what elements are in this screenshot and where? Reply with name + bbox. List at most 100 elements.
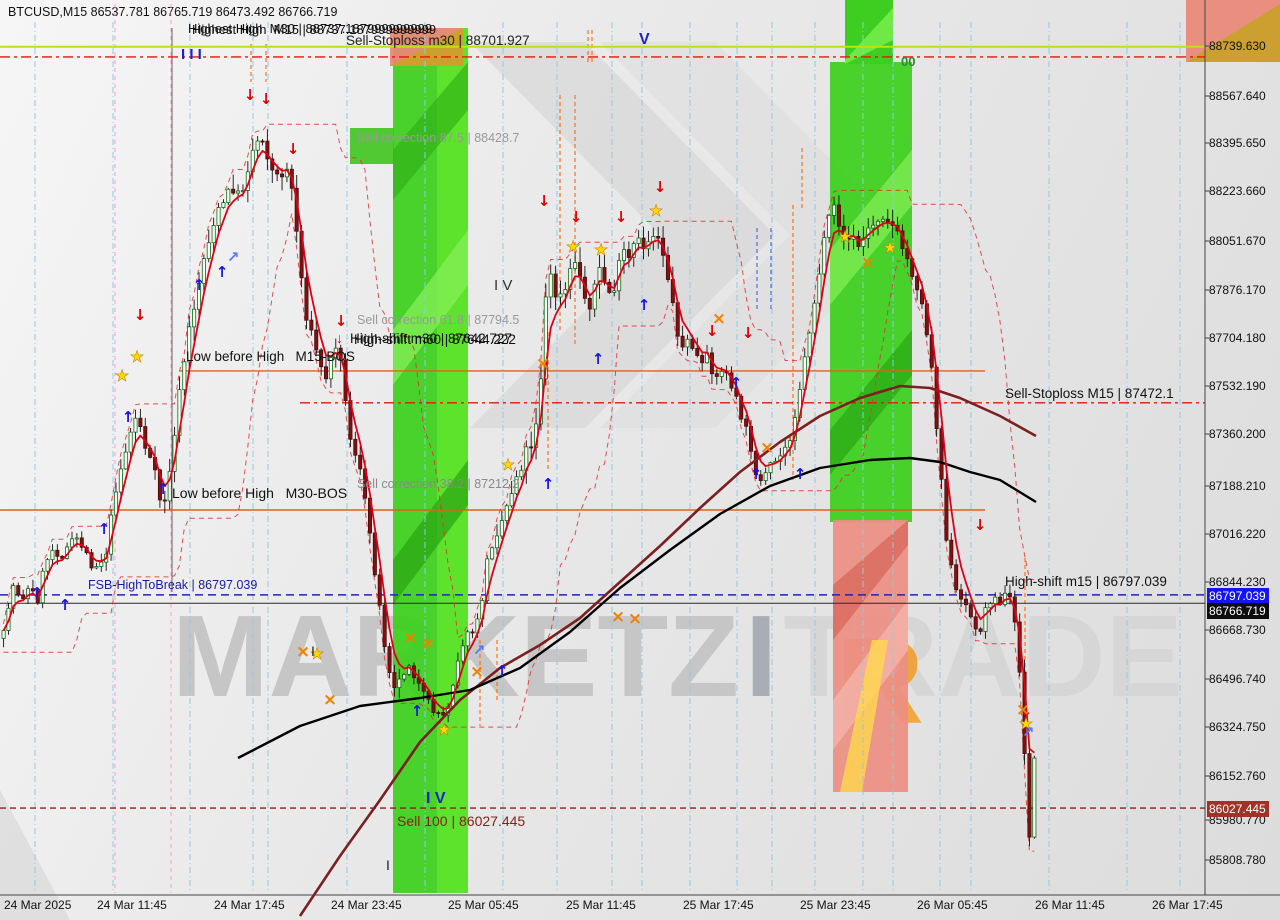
candle [280,173,285,178]
candle [221,202,226,208]
zone-stripe [393,460,468,605]
candle [685,338,690,348]
candle [265,140,270,160]
candle [827,214,832,238]
candle [753,450,758,476]
candle [656,236,661,239]
candle [856,235,861,247]
candle [514,476,519,495]
candle [876,220,881,226]
candle [626,249,631,258]
candle [187,326,192,363]
star-icon: ★ [115,366,129,385]
cross-icon: × [712,309,726,329]
candle [353,438,358,456]
candle [319,349,324,368]
candle [94,566,99,569]
zone-stripe [1186,4,1280,62]
candle [944,478,949,541]
candle [30,588,35,592]
candle [377,574,382,606]
candle [621,249,626,261]
sell-arrow-icon: ↓ [742,324,755,342]
zone-stripe [393,230,468,385]
candle [807,332,812,358]
buy-arrow-icon: ↑ [157,480,170,498]
candle [1027,753,1032,838]
ma-slow-maroon [298,384,1037,917]
candle [993,596,998,604]
candle [162,499,167,502]
candle [270,158,275,171]
candle [465,631,470,647]
candle [69,538,74,548]
ema-fast-red [2,149,1035,754]
candle [192,308,197,328]
candle [128,431,133,453]
candle [231,188,236,194]
buy-arrow-icon: ↑ [638,296,651,314]
candle [138,417,143,428]
zone-stripe [830,150,912,305]
candle [441,712,446,716]
candle [832,204,837,216]
candle [275,169,280,175]
candle [529,446,534,449]
candle [397,678,402,689]
buy-arrow-icon: ↑ [31,584,44,602]
cross-icon: × [470,662,484,682]
sell-arrow-icon: ↓ [654,178,667,196]
candle [680,335,685,348]
candle [817,273,822,304]
candle [26,588,31,600]
cross-icon: × [403,628,417,648]
candle [690,338,695,349]
candle [216,207,221,226]
candle [719,370,724,377]
star-icon: ★ [1019,714,1033,733]
candle [309,319,314,331]
sell-arrow-icon: ↓ [260,90,273,108]
candle [358,454,363,470]
candle [822,237,827,275]
star-icon: ★ [566,237,580,256]
candle [113,491,118,516]
sell-arrow-icon: ↓ [287,140,300,158]
candle [739,395,744,420]
zone-green-1-logo [350,128,394,164]
cross-icon: × [611,607,625,627]
candle [157,469,162,501]
star-icon: ★ [883,238,897,257]
candle [79,537,84,548]
zone-stripe [840,640,888,792]
candle [236,190,241,194]
buy-arrow-icon: ↑ [750,465,763,483]
ma-mid-black [237,456,1037,760]
candle [460,645,465,662]
sell-arrow-icon: ↓ [974,516,987,534]
candle [133,417,138,433]
candle [304,277,309,321]
breakout-arrow-icon: ↗ [227,248,240,266]
star-icon: ★ [130,347,144,366]
candle [21,594,26,600]
candle [499,520,504,537]
candle [226,188,231,203]
candle [905,248,910,260]
breakout-arrow-icon: ↗ [1022,723,1035,741]
candle [880,218,885,222]
zone-stripe [845,8,893,64]
star-icon: ★ [501,455,515,474]
breakout-arrow-icon: ↗ [473,641,486,659]
candle [1007,592,1012,598]
candle [504,505,509,522]
candle [587,297,592,310]
candle [968,604,973,618]
upper-band [3,123,1035,639]
candle [700,355,705,364]
candle [573,262,578,269]
candle [602,267,607,283]
candle [744,418,749,427]
